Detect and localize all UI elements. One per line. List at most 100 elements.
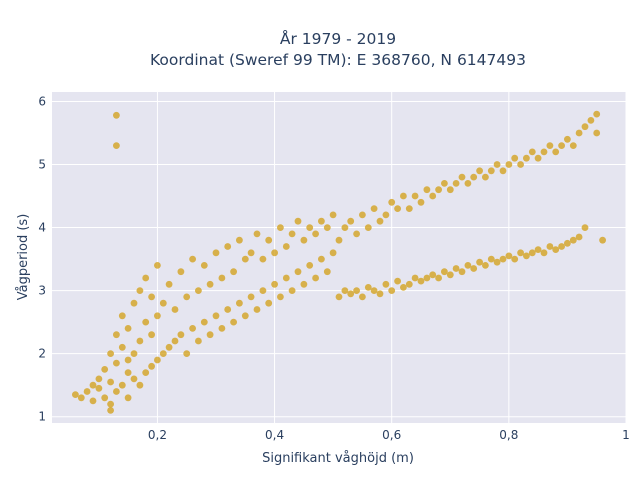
scatter-point <box>499 255 507 263</box>
scatter-point <box>458 268 466 276</box>
scatter-point <box>376 217 384 225</box>
scatter-point <box>218 274 226 282</box>
scatter-point <box>130 299 138 307</box>
scatter-point <box>312 230 319 238</box>
scatter-point <box>581 123 589 131</box>
scatter-point <box>306 224 314 232</box>
scatter-point <box>95 384 103 392</box>
scatter-point <box>136 287 144 294</box>
scatter-point <box>394 277 401 285</box>
scatter-point <box>236 299 243 307</box>
scatter-point <box>423 186 431 194</box>
scatter-point <box>523 252 530 260</box>
scatter-point <box>511 255 519 263</box>
scatter-point <box>142 318 150 326</box>
scatter-point <box>382 280 390 288</box>
scatter-point <box>323 224 331 232</box>
scatter-point <box>564 239 571 247</box>
scatter-point <box>318 255 325 263</box>
scatter-point <box>587 117 595 124</box>
scatter-point <box>312 274 319 282</box>
scatter-point <box>376 290 384 298</box>
scatter-point <box>107 350 114 357</box>
scatter-point <box>364 284 372 291</box>
scatter-point <box>505 252 513 260</box>
scatter-point <box>487 255 495 263</box>
scatter-point <box>183 293 191 301</box>
scatter-point <box>441 180 448 187</box>
scatter-point <box>142 274 150 282</box>
scatter-point <box>318 217 325 225</box>
scatter-point <box>476 258 483 266</box>
scatter-point <box>107 400 114 408</box>
scatter-point <box>575 129 583 137</box>
scatter-point <box>154 262 161 269</box>
scatter-point <box>329 249 337 257</box>
scatter-point <box>124 394 132 402</box>
scatter-point <box>247 293 255 301</box>
scatter-point <box>89 381 97 389</box>
scatter-point <box>113 142 120 150</box>
scatter-point <box>558 243 565 250</box>
scatter-point <box>517 249 524 257</box>
scatter-point <box>165 280 173 288</box>
scatter-point <box>230 318 238 326</box>
scatter-point <box>271 280 278 288</box>
scatter-point <box>271 249 278 257</box>
scatter-point <box>528 249 536 257</box>
scatter-point <box>113 111 120 119</box>
scatter-point <box>575 233 583 241</box>
scatter-point <box>405 280 413 288</box>
scatter-point <box>224 306 232 313</box>
scatter-point <box>353 230 360 238</box>
scatter-point <box>118 381 126 389</box>
scatter-point <box>148 362 156 370</box>
scatter-point <box>599 236 606 244</box>
scatter-point <box>171 306 179 313</box>
scatter-point <box>230 268 238 276</box>
scatter-point <box>429 271 437 279</box>
scatter-point <box>405 205 413 213</box>
chart-title-line-2: Koordinat (Sweref 99 TM): E 368760, N 61… <box>150 51 526 69</box>
scatter-point <box>124 325 132 332</box>
scatter-point <box>277 224 284 232</box>
scatter-point <box>118 312 126 320</box>
scatter-point <box>400 284 407 291</box>
scatter-point <box>493 161 501 168</box>
scatter-point <box>124 356 132 364</box>
scatter-point <box>487 167 495 175</box>
scatter-point <box>189 255 197 263</box>
scatter-point <box>277 293 284 301</box>
scatter-point <box>452 180 460 187</box>
scatter-point <box>511 154 519 162</box>
scatter-point <box>482 262 489 269</box>
scatter-point <box>265 299 273 307</box>
scatter-point <box>341 287 349 294</box>
scatter-point <box>546 243 554 250</box>
scatter-point <box>83 388 91 395</box>
scatter-point <box>113 359 120 367</box>
scatter-point <box>347 217 355 225</box>
scatter-point <box>89 397 97 405</box>
scatter-point <box>394 205 401 213</box>
scatter-point <box>77 394 85 402</box>
scatter-point <box>458 173 466 181</box>
tick-labels: 0,2 0,4 0,6 0,8 1 1 2 3 4 5 6 <box>38 94 629 442</box>
scatter-point <box>118 343 126 351</box>
scatter-point <box>364 224 372 232</box>
scatter-point <box>124 369 132 376</box>
scatter-point <box>593 110 601 118</box>
scatter-point <box>136 337 144 345</box>
scatter-point <box>499 167 507 175</box>
scatter-point <box>558 142 565 150</box>
scatter-point <box>148 293 156 301</box>
scatter-point <box>417 277 425 285</box>
scatter-point <box>569 142 577 150</box>
scatter-point <box>95 375 103 383</box>
scatter-point <box>236 236 243 244</box>
x-tick-label: 0,2 <box>148 428 167 442</box>
scatter-point <box>564 135 571 143</box>
scatter-point <box>534 154 542 162</box>
scatter-point <box>388 287 396 294</box>
